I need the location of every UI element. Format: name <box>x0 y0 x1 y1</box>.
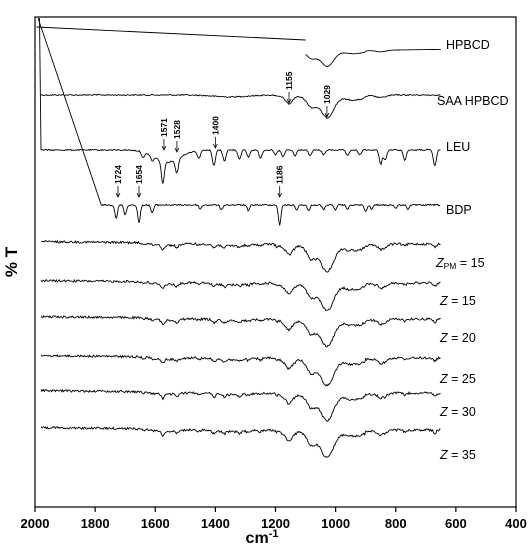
peak-arrowhead <box>161 145 167 151</box>
peak-annotations: 1155 1029 1571 1528 1400 1724 1654 1186 <box>113 71 332 198</box>
series-label: SAA HPBCD <box>437 94 509 108</box>
x-tick-label: 800 <box>385 516 407 531</box>
spectrum-trace <box>39 17 441 184</box>
peak-arrowhead <box>277 192 283 198</box>
series-label: Z = 25 <box>439 372 476 386</box>
spectrum-trace <box>40 93 441 119</box>
peak-arrowhead <box>174 147 180 153</box>
spectra-traces <box>36 17 441 458</box>
x-axis: 2000 1800 1600 1400 1200 1000 800 600 400 <box>21 507 527 531</box>
peak-label: 1029 <box>322 85 332 104</box>
spectrum-trace <box>40 353 441 387</box>
x-axis-title: cm-1 <box>246 528 279 547</box>
peak-label: 1400 <box>210 116 220 135</box>
peak-label: 1186 <box>275 165 285 184</box>
peak-label: 1155 <box>284 71 294 90</box>
x-tick-label: 2000 <box>21 516 50 531</box>
peak-arrowhead <box>136 192 142 198</box>
x-tick-label: 600 <box>445 516 467 531</box>
x-tick-label: 1800 <box>81 516 110 531</box>
x-tick-label: 1000 <box>321 516 350 531</box>
peak-label: 1571 <box>159 118 169 137</box>
x-tick-label: 1400 <box>201 516 230 531</box>
spectrum-trace <box>37 17 441 226</box>
x-tick-label: 400 <box>505 516 527 531</box>
spectrum-trace <box>305 48 441 67</box>
series-label: Z = 20 <box>439 331 476 345</box>
peak-arrowhead <box>286 98 292 104</box>
series-label: BDP <box>446 203 472 217</box>
peak-arrowhead <box>213 143 218 149</box>
y-axis-title: % T <box>2 246 21 277</box>
series-label: Z = 30 <box>439 405 476 419</box>
series-labels: HPBCD SAA HPBCD LEU BDP ZPM = 15 Z = 15 Z = 20… <box>435 38 509 462</box>
series-label: LEU <box>446 140 470 154</box>
series-label: Z = 35 <box>439 448 476 462</box>
spectrum-trace-top <box>36 26 306 41</box>
series-label: HPBCD <box>446 38 490 52</box>
spectrum-trace <box>40 314 441 348</box>
peak-arrowhead <box>115 192 121 198</box>
x-tick-label: 1600 <box>141 516 170 531</box>
peak-label: 1724 <box>113 165 123 184</box>
peak-label: 1528 <box>172 120 182 139</box>
spectrum-trace <box>40 278 441 312</box>
peak-arrowhead <box>324 112 330 118</box>
spectrum-trace <box>40 239 441 273</box>
x-tick-label: 1200 <box>261 516 290 531</box>
series-label: Z = 15 <box>439 294 476 308</box>
series-label: ZPM = 15 <box>435 256 485 271</box>
peak-label: 1654 <box>134 165 144 184</box>
spectrum-trace <box>40 426 441 458</box>
spectrum-trace <box>40 388 441 422</box>
